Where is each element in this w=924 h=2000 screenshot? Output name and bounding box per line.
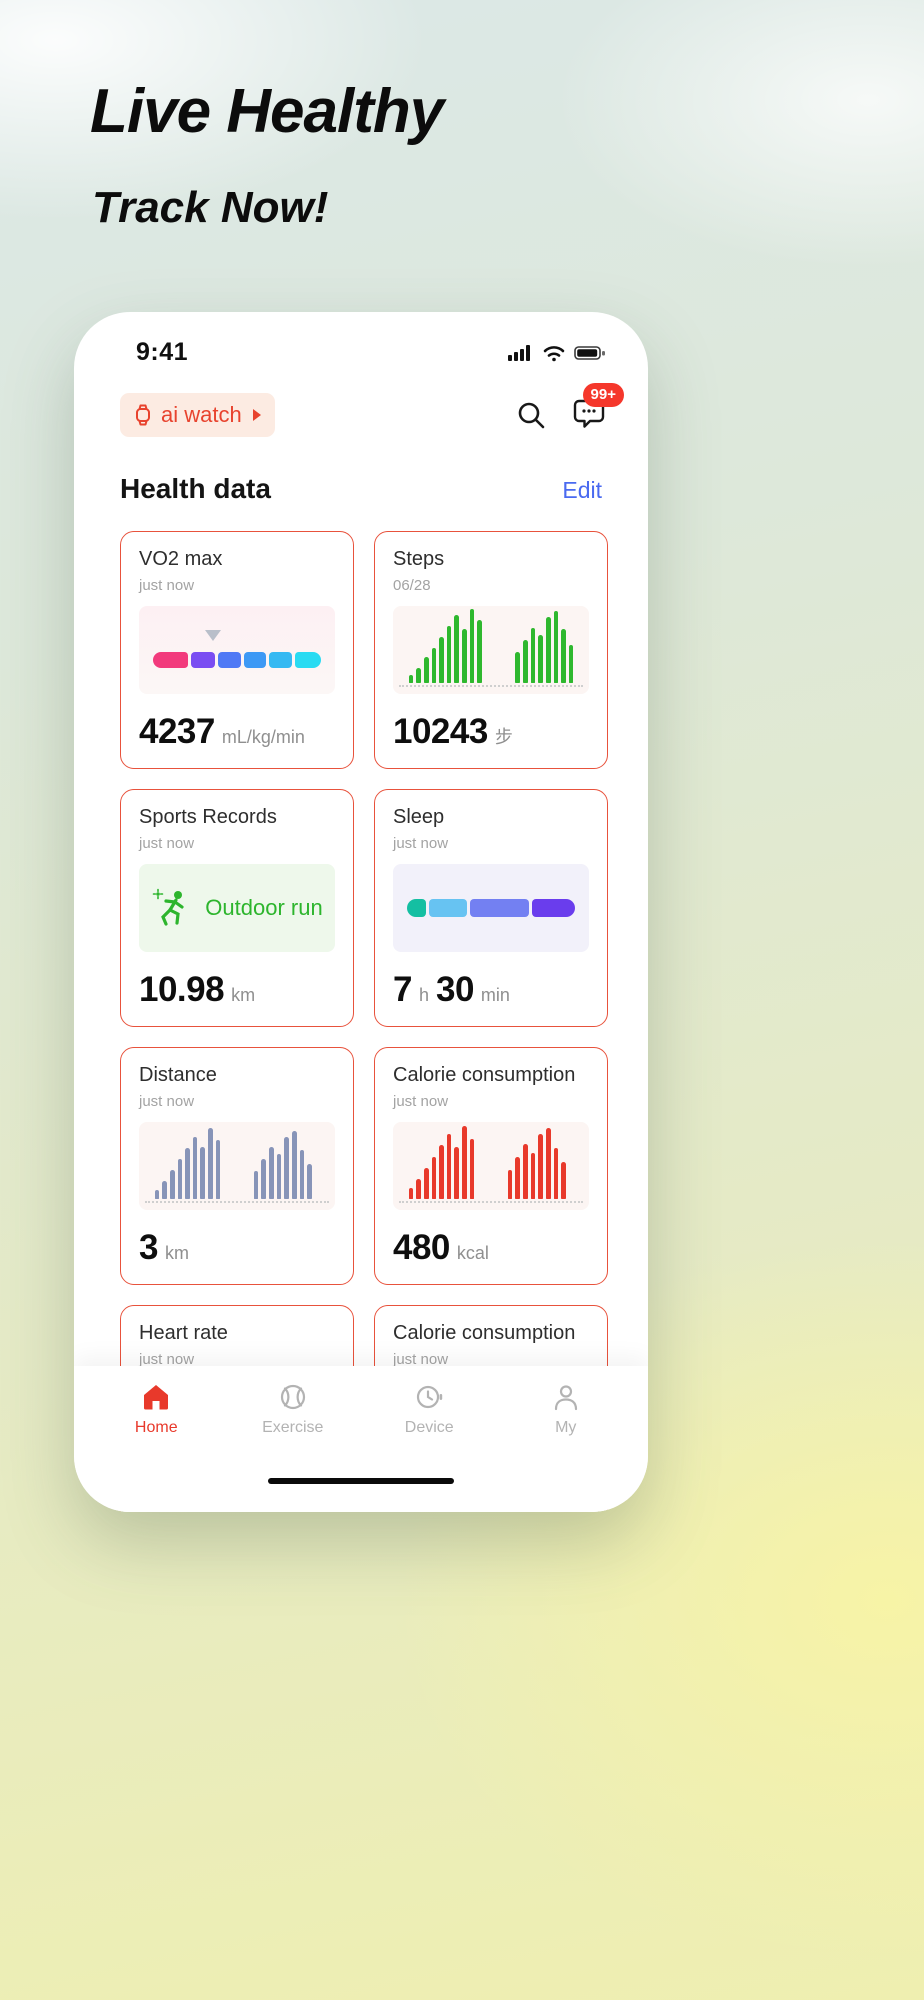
card-title: Steps bbox=[393, 548, 445, 570]
sleep-stages-bar bbox=[407, 899, 575, 917]
header-actions: 99+ bbox=[516, 382, 624, 434]
vo2-gauge bbox=[139, 606, 335, 694]
status-time: 9:41 bbox=[136, 338, 189, 366]
card-unit: mL/kg/min bbox=[221, 727, 305, 747]
sleep-minutes-unit: min bbox=[480, 985, 510, 1005]
tab-exercise[interactable]: Exercise bbox=[243, 1382, 343, 1437]
card-sports-records[interactable]: Sports Records just now bbox=[120, 789, 354, 1027]
health-cards-grid: VO2 max just now 4237 mL/kg/min Steps 06… bbox=[120, 531, 608, 1512]
tabs: Home Exercise Device bbox=[74, 1366, 648, 1437]
unread-count-badge: 99+ bbox=[582, 382, 624, 407]
tab-label: My bbox=[555, 1419, 577, 1436]
home-icon bbox=[144, 1385, 169, 1410]
wifi-icon bbox=[543, 345, 565, 361]
card-vo2-max[interactable]: VO2 max just now 4237 mL/kg/min bbox=[120, 531, 354, 769]
hero-subtitle: Track Now! bbox=[92, 183, 329, 232]
card-title: Sleep bbox=[393, 806, 445, 828]
sleep-hours-value: 7 bbox=[393, 970, 412, 1009]
card-value-row: 480 kcal bbox=[393, 1228, 489, 1268]
card-value: 4237 bbox=[139, 712, 215, 751]
card-subtitle: just now bbox=[139, 835, 195, 852]
card-value-row: 7 h 30 min bbox=[393, 970, 510, 1010]
tab-my[interactable]: My bbox=[516, 1382, 616, 1437]
card-title: Calorie consumption bbox=[393, 1064, 576, 1086]
card-steps[interactable]: Steps 06/28 10243 步 bbox=[374, 531, 608, 769]
sleep-hours-unit: h bbox=[418, 985, 429, 1005]
card-title: Calorie consumption bbox=[393, 1322, 576, 1344]
card-value-row: 3 km bbox=[139, 1228, 189, 1268]
device-watch-icon bbox=[417, 1385, 443, 1409]
bottom-tab-bar: Home Exercise Device bbox=[74, 1366, 648, 1512]
person-icon bbox=[554, 1385, 577, 1411]
tab-label: Exercise bbox=[262, 1419, 324, 1436]
device-selector-chip[interactable]: ai watch bbox=[120, 393, 275, 437]
card-value-row: 10.98 km bbox=[139, 970, 255, 1010]
card-unit: kcal bbox=[456, 1243, 489, 1263]
tab-label: Home bbox=[134, 1419, 178, 1436]
sleep-stages-panel bbox=[393, 864, 589, 952]
edit-button[interactable]: Edit bbox=[562, 477, 602, 503]
battery-icon bbox=[574, 345, 605, 360]
page-title: Health data bbox=[120, 473, 271, 504]
card-subtitle: just now bbox=[139, 1093, 195, 1110]
hero-title: Live Healthy bbox=[90, 77, 444, 146]
vo2-gradient-bar bbox=[153, 652, 322, 668]
card-value: 10243 bbox=[393, 712, 488, 751]
status-icons bbox=[508, 343, 606, 363]
card-unit: km bbox=[164, 1243, 189, 1263]
status-bar: 9:41 bbox=[74, 312, 648, 367]
tab-home[interactable]: Home bbox=[106, 1382, 206, 1437]
calorie-bar-chart bbox=[393, 1122, 589, 1210]
hero: Live Healthy Track Now! bbox=[90, 76, 444, 233]
watch-icon bbox=[136, 404, 150, 426]
card-value: 480 bbox=[393, 1228, 450, 1267]
phone-mockup: 9:41 bbox=[74, 312, 648, 1512]
card-distance[interactable]: Distance just now 3 km bbox=[120, 1047, 354, 1285]
section-header: Health data Edit bbox=[120, 473, 602, 505]
cellular-signal-icon bbox=[508, 344, 530, 361]
sports-activity-panel: Outdoor run bbox=[139, 864, 335, 952]
card-subtitle: 06/28 bbox=[393, 577, 431, 594]
card-subtitle: just now bbox=[393, 1093, 449, 1110]
header-row: ai watch 99+ bbox=[120, 382, 624, 437]
search-icon[interactable] bbox=[516, 400, 546, 430]
outdoor-run-icon bbox=[152, 888, 184, 926]
tab-device[interactable]: Device bbox=[379, 1382, 479, 1437]
card-subtitle: just now bbox=[139, 1351, 195, 1368]
distance-bar-chart bbox=[139, 1122, 335, 1210]
activity-label: Outdoor run bbox=[205, 895, 323, 920]
card-subtitle: just now bbox=[139, 577, 195, 594]
card-value: 10.98 bbox=[139, 970, 225, 1009]
messages-button[interactable]: 99+ bbox=[572, 382, 624, 434]
card-title: Sports Records bbox=[139, 806, 277, 828]
steps-bar-chart bbox=[393, 606, 589, 694]
card-unit: km bbox=[231, 985, 256, 1005]
exercise-ball-icon bbox=[280, 1384, 305, 1410]
card-title: Heart rate bbox=[139, 1322, 228, 1344]
card-value: 3 bbox=[139, 1228, 158, 1267]
sleep-minutes-value: 30 bbox=[435, 970, 474, 1009]
card-value-row: 4237 mL/kg/min bbox=[139, 712, 305, 752]
card-subtitle: just now bbox=[393, 835, 449, 852]
card-sleep[interactable]: Sleep just now 7 h 30 min bbox=[374, 789, 608, 1027]
card-title: VO2 max bbox=[139, 548, 223, 570]
card-subtitle: just now bbox=[393, 1351, 449, 1368]
caret-right-icon bbox=[252, 409, 261, 421]
card-calorie-consumption[interactable]: Calorie consumption just now 480 kcal bbox=[374, 1047, 608, 1285]
device-chip-label: ai watch bbox=[161, 402, 242, 427]
card-value-row: 10243 步 bbox=[393, 712, 513, 752]
home-indicator[interactable] bbox=[268, 1478, 454, 1484]
card-title: Distance bbox=[139, 1064, 217, 1086]
card-unit: 步 bbox=[494, 727, 513, 747]
tab-label: Device bbox=[404, 1419, 454, 1436]
triangle-down-icon bbox=[205, 630, 222, 641]
